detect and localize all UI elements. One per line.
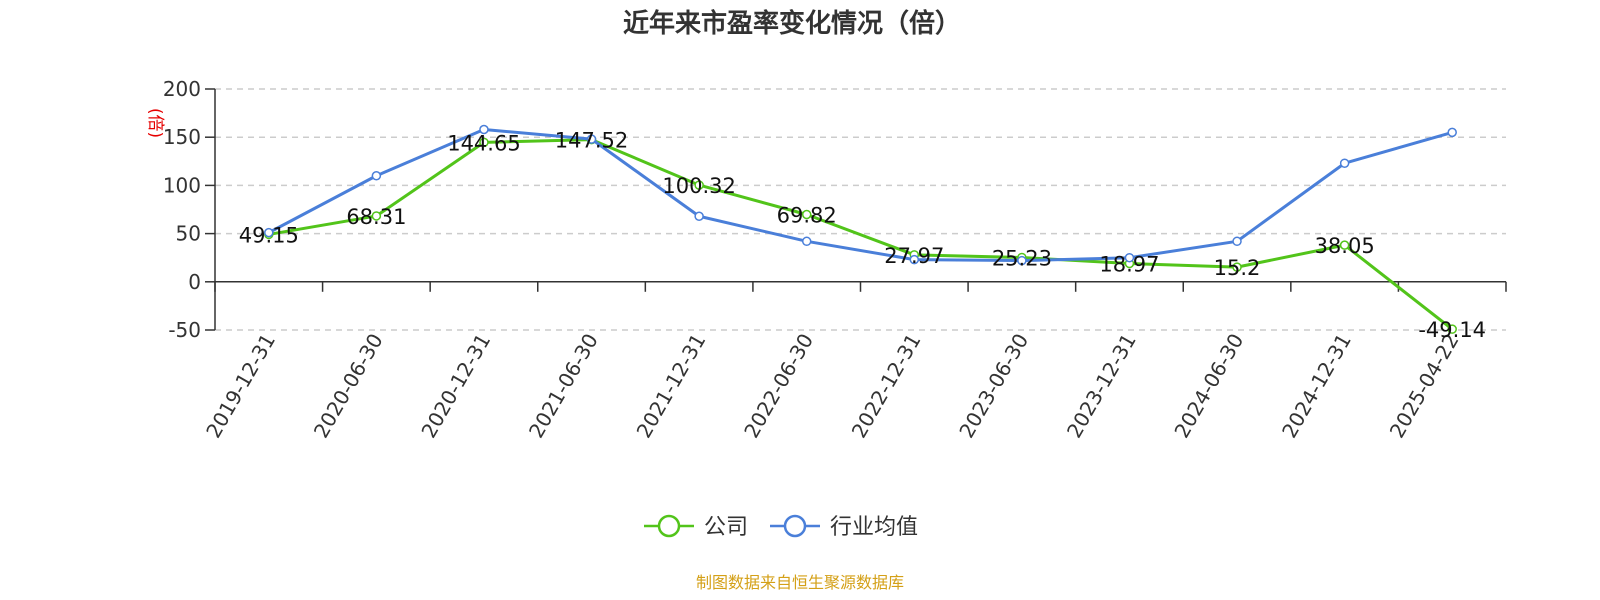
data-point	[1447, 127, 1457, 138]
data-label: 144.65	[447, 131, 520, 155]
x-tick-label: 2022-06-30	[739, 329, 818, 442]
axes: -50 0 50 100 150 200 2019-12-31 2020-06-30 2020-…	[163, 77, 1507, 442]
series-layer	[264, 124, 1457, 334]
data-point	[1232, 236, 1242, 247]
data-point	[1232, 262, 1242, 272]
data-point	[694, 180, 704, 190]
legend-item-1[interactable]: 行业均值	[770, 514, 918, 540]
x-tick-label: 2023-12-31	[1062, 329, 1141, 442]
x-tick-label: 2020-06-30	[309, 329, 388, 442]
y-tick-label: 0	[188, 270, 201, 294]
y-tick-label: 150	[163, 125, 201, 149]
data-point	[1017, 255, 1027, 266]
data-label: -49.14	[1418, 318, 1486, 342]
data-label: 147.52	[555, 129, 628, 153]
x-tick-label: 2021-06-30	[524, 329, 603, 442]
legend-marker-icon	[657, 514, 681, 538]
legend-label: 公司	[704, 515, 748, 540]
legend-label: 行业均值	[830, 515, 918, 540]
legend-item-0[interactable]: 公司	[644, 514, 748, 540]
data-point	[479, 137, 489, 148]
legend-marker-icon	[783, 514, 807, 538]
x-tick-label: 2023-06-30	[954, 329, 1033, 442]
data-point	[586, 134, 597, 144]
data-point	[1447, 324, 1457, 334]
x-tick-label: 2022-12-31	[847, 329, 926, 442]
data-point	[801, 236, 812, 247]
x-tick-label: 2024-06-30	[1169, 329, 1248, 442]
data-label: 15.2	[1214, 256, 1261, 280]
x-tick-label: 2025-04-22	[1385, 329, 1464, 442]
data-label: 38.05	[1315, 234, 1375, 258]
chart-title: 近年来市盈率变化情况（倍）	[623, 8, 961, 39]
x-tick-label: 2021-12-31	[632, 329, 711, 442]
data-label: 100.32	[662, 174, 735, 198]
data-label: 69.82	[777, 203, 837, 227]
data-point	[264, 227, 274, 238]
legend[interactable]: 公司 行业均值	[644, 514, 918, 540]
x-tick-label: 2024-12-31	[1277, 329, 1356, 442]
data-point	[801, 209, 812, 220]
y-tick-label: 200	[163, 77, 201, 101]
data-source-note: 制图数据来自恒生聚源数据库	[696, 573, 904, 592]
series-line-0	[268, 138, 1454, 331]
data-label: 27.97	[884, 244, 944, 268]
grid-lines	[215, 88, 1506, 331]
data-label: 49.15	[239, 223, 299, 247]
data-label: 25.23	[992, 246, 1052, 270]
y-tick-label: -50	[168, 318, 201, 342]
y-axis-unit-label: (倍)	[145, 108, 165, 138]
data-point	[371, 211, 382, 221]
data-point	[479, 124, 489, 135]
data-point	[1339, 240, 1350, 250]
data-labels: 49.15 68.31 144.65 147.52 100.32 69.82 27.97 25…	[239, 129, 1486, 343]
data-point	[694, 211, 704, 221]
series-line-1	[268, 127, 1453, 263]
y-tick-label: 50	[176, 222, 201, 246]
y-tick-label: 100	[163, 173, 201, 197]
data-label: 68.31	[346, 205, 406, 229]
data-label: 18.97	[1099, 253, 1159, 277]
data-point	[909, 254, 920, 265]
x-tick-label: 2020-12-31	[416, 329, 495, 442]
data-point	[1124, 252, 1135, 263]
x-tick-label: 2019-12-31	[201, 329, 280, 442]
data-point	[1339, 158, 1350, 168]
data-point	[371, 171, 382, 181]
